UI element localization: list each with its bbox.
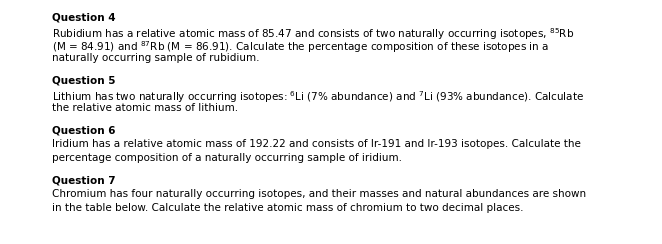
Text: Question 4: Question 4	[52, 12, 116, 22]
Text: (M = 84.91) and $^{87}$Rb (M = 86.91). Calculate the percentage composition of t: (M = 84.91) and $^{87}$Rb (M = 86.91). C…	[52, 40, 549, 55]
Text: the relative atomic mass of lithium.: the relative atomic mass of lithium.	[52, 103, 238, 113]
Text: Rubidium has a relative atomic mass of 85.47 and consists of two naturally occur: Rubidium has a relative atomic mass of 8…	[52, 26, 575, 41]
Text: percentage composition of a naturally occurring sample of iridium.: percentage composition of a naturally oc…	[52, 153, 402, 163]
Text: Lithium has two naturally occurring isotopes: $^{6}$Li (7% abundance) and $^{7}$: Lithium has two naturally occurring isot…	[52, 90, 584, 105]
Text: Question 5: Question 5	[52, 76, 115, 86]
Text: Chromium has four naturally occurring isotopes, and their masses and natural abu: Chromium has four naturally occurring is…	[52, 189, 586, 199]
Text: Iridium has a relative atomic mass of 192.22 and consists of Ir-191 and Ir-193 i: Iridium has a relative atomic mass of 19…	[52, 139, 581, 149]
Text: Question 6: Question 6	[52, 126, 115, 136]
Text: Question 7: Question 7	[52, 175, 116, 185]
Text: naturally occurring sample of rubidium.: naturally occurring sample of rubidium.	[52, 53, 260, 63]
Text: in the table below. Calculate the relative atomic mass of chromium to two decima: in the table below. Calculate the relati…	[52, 203, 524, 213]
